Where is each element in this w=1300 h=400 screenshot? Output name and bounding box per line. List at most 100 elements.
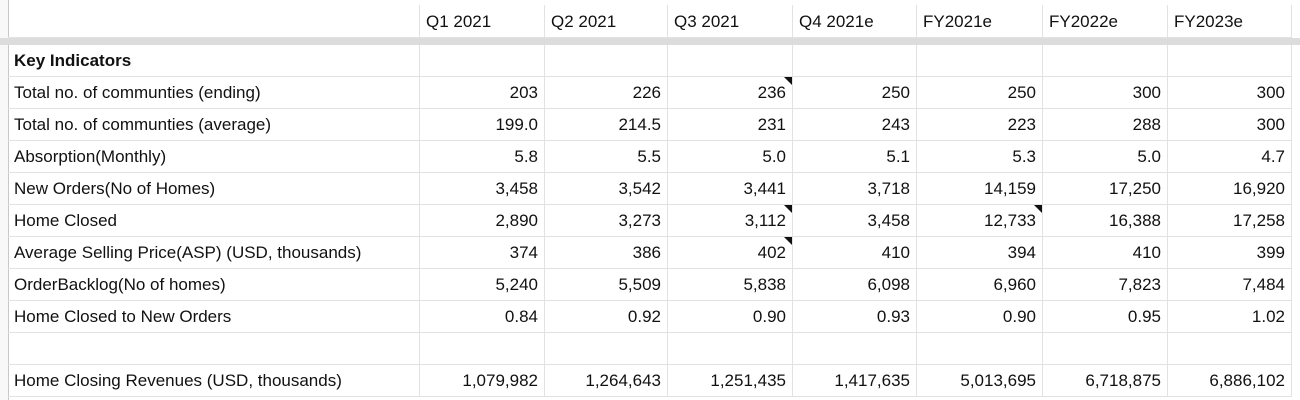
cell-value[interactable]: 3,542: [545, 173, 668, 205]
cell-value[interactable]: 1,417,635: [793, 365, 917, 397]
cell[interactable]: [1043, 333, 1168, 365]
cell-value[interactable]: 5,838: [668, 269, 793, 301]
cell-value[interactable]: 5,240: [420, 269, 545, 301]
cell-value[interactable]: 0.84: [420, 301, 545, 333]
cell-value[interactable]: 288: [1043, 109, 1168, 141]
row-label[interactable]: OrderBacklog(No of homes): [8, 269, 420, 301]
cell-value[interactable]: 1,251,435: [668, 365, 793, 397]
cell-value[interactable]: 6,718,875: [1043, 365, 1168, 397]
cell-value[interactable]: 16,388: [1043, 205, 1168, 237]
cell-value[interactable]: 300: [1168, 77, 1292, 109]
cell-value[interactable]: 14,159: [917, 173, 1043, 205]
cell-value[interactable]: 16,920: [1168, 173, 1292, 205]
cell-value[interactable]: 399: [1168, 237, 1292, 269]
cell-value[interactable]: 250: [917, 77, 1043, 109]
row-label[interactable]: Total no. of communties (ending): [8, 77, 420, 109]
cell-value[interactable]: 402: [668, 237, 793, 269]
cell[interactable]: [545, 45, 668, 77]
comment-marker: [1034, 205, 1042, 213]
cell[interactable]: [545, 333, 668, 365]
column-header[interactable]: Q2 2021: [545, 5, 668, 38]
cell-value[interactable]: 250: [793, 77, 917, 109]
cell-value[interactable]: 1,079,982: [420, 365, 545, 397]
cell-value[interactable]: 6,960: [917, 269, 1043, 301]
cell[interactable]: [668, 45, 793, 77]
row-label[interactable]: Home Closing Revenues (USD, thousands): [8, 365, 420, 397]
cell[interactable]: [1168, 333, 1292, 365]
row-label[interactable]: Average Selling Price(ASP) (USD, thousan…: [8, 237, 420, 269]
cell-value[interactable]: 3,458: [793, 205, 917, 237]
cell[interactable]: [793, 333, 917, 365]
cell-value[interactable]: 12,733: [917, 205, 1043, 237]
cell-value[interactable]: 0.93: [793, 301, 917, 333]
cell-value[interactable]: 4.7: [1168, 141, 1292, 173]
cell-value[interactable]: 5,013,695: [917, 365, 1043, 397]
column-header[interactable]: FY2021e: [917, 5, 1043, 38]
cell-value[interactable]: 17,258: [1168, 205, 1292, 237]
cell-value[interactable]: 7,484: [1168, 269, 1292, 301]
cell-value[interactable]: 226: [545, 77, 668, 109]
row-gutter: [0, 0, 9, 400]
cell-value[interactable]: 203: [420, 77, 545, 109]
cell-value[interactable]: 3,112: [668, 205, 793, 237]
row-label[interactable]: Home Closed to New Orders: [8, 301, 420, 333]
cell-value[interactable]: 5.8: [420, 141, 545, 173]
cell-value[interactable]: 1,264,643: [545, 365, 668, 397]
cell-value[interactable]: 7,823: [1043, 269, 1168, 301]
cell-value[interactable]: 394: [917, 237, 1043, 269]
cell-value[interactable]: 6,886,102: [1168, 365, 1292, 397]
column-header[interactable]: Q3 2021: [668, 5, 793, 38]
cell-value[interactable]: 17,250: [1043, 173, 1168, 205]
cell-value[interactable]: 3,441: [668, 173, 793, 205]
cell-value[interactable]: 1.02: [1168, 301, 1292, 333]
cell[interactable]: [420, 45, 545, 77]
cell[interactable]: [793, 45, 917, 77]
cell-value[interactable]: 300: [1168, 109, 1292, 141]
cell-value[interactable]: 3,273: [545, 205, 668, 237]
cell-value[interactable]: 223: [917, 109, 1043, 141]
row-label[interactable]: Absorption(Monthly): [8, 141, 420, 173]
cell-value[interactable]: 300: [1043, 77, 1168, 109]
cell-value[interactable]: 0.90: [668, 301, 793, 333]
cell-value[interactable]: 0.95: [1043, 301, 1168, 333]
cell-value[interactable]: 6,098: [793, 269, 917, 301]
cell-value[interactable]: 5.1: [793, 141, 917, 173]
cell-value[interactable]: 231: [668, 109, 793, 141]
cell-value[interactable]: 0.92: [545, 301, 668, 333]
cell-value[interactable]: 3,458: [420, 173, 545, 205]
cell-value[interactable]: 0.90: [917, 301, 1043, 333]
cell-value[interactable]: 5.5: [545, 141, 668, 173]
cell-value[interactable]: 236: [668, 77, 793, 109]
cell-value[interactable]: 2,890: [420, 205, 545, 237]
cell-value[interactable]: 410: [1043, 237, 1168, 269]
row-label[interactable]: Home Closed: [8, 205, 420, 237]
cell-value[interactable]: 5.0: [668, 141, 793, 173]
cell-value[interactable]: 5.3: [917, 141, 1043, 173]
cell[interactable]: [420, 333, 545, 365]
cell[interactable]: [8, 5, 420, 38]
cell[interactable]: [1168, 45, 1292, 77]
comment-marker: [784, 205, 792, 213]
cell-value[interactable]: 199.0: [420, 109, 545, 141]
cell-value[interactable]: 214.5: [545, 109, 668, 141]
cell[interactable]: [917, 45, 1043, 77]
cell-value[interactable]: 3,718: [793, 173, 917, 205]
column-header[interactable]: Q1 2021: [420, 5, 545, 38]
row-label[interactable]: Total no. of communties (average): [8, 109, 420, 141]
row-label[interactable]: New Orders(No of Homes): [8, 173, 420, 205]
cell-value[interactable]: 5,509: [545, 269, 668, 301]
cell-value[interactable]: 5.0: [1043, 141, 1168, 173]
cell-value[interactable]: 374: [420, 237, 545, 269]
cell-value[interactable]: 410: [793, 237, 917, 269]
cell-value[interactable]: 386: [545, 237, 668, 269]
cell[interactable]: [668, 333, 793, 365]
cell[interactable]: [8, 333, 420, 365]
cell-value[interactable]: 243: [793, 109, 917, 141]
cell[interactable]: [1043, 45, 1168, 77]
column-header[interactable]: FY2023e: [1168, 5, 1292, 38]
column-header[interactable]: FY2022e: [1043, 5, 1168, 38]
column-header[interactable]: Q4 2021e: [793, 5, 917, 38]
section-label[interactable]: Key Indicators: [8, 45, 420, 77]
cell[interactable]: [917, 333, 1043, 365]
